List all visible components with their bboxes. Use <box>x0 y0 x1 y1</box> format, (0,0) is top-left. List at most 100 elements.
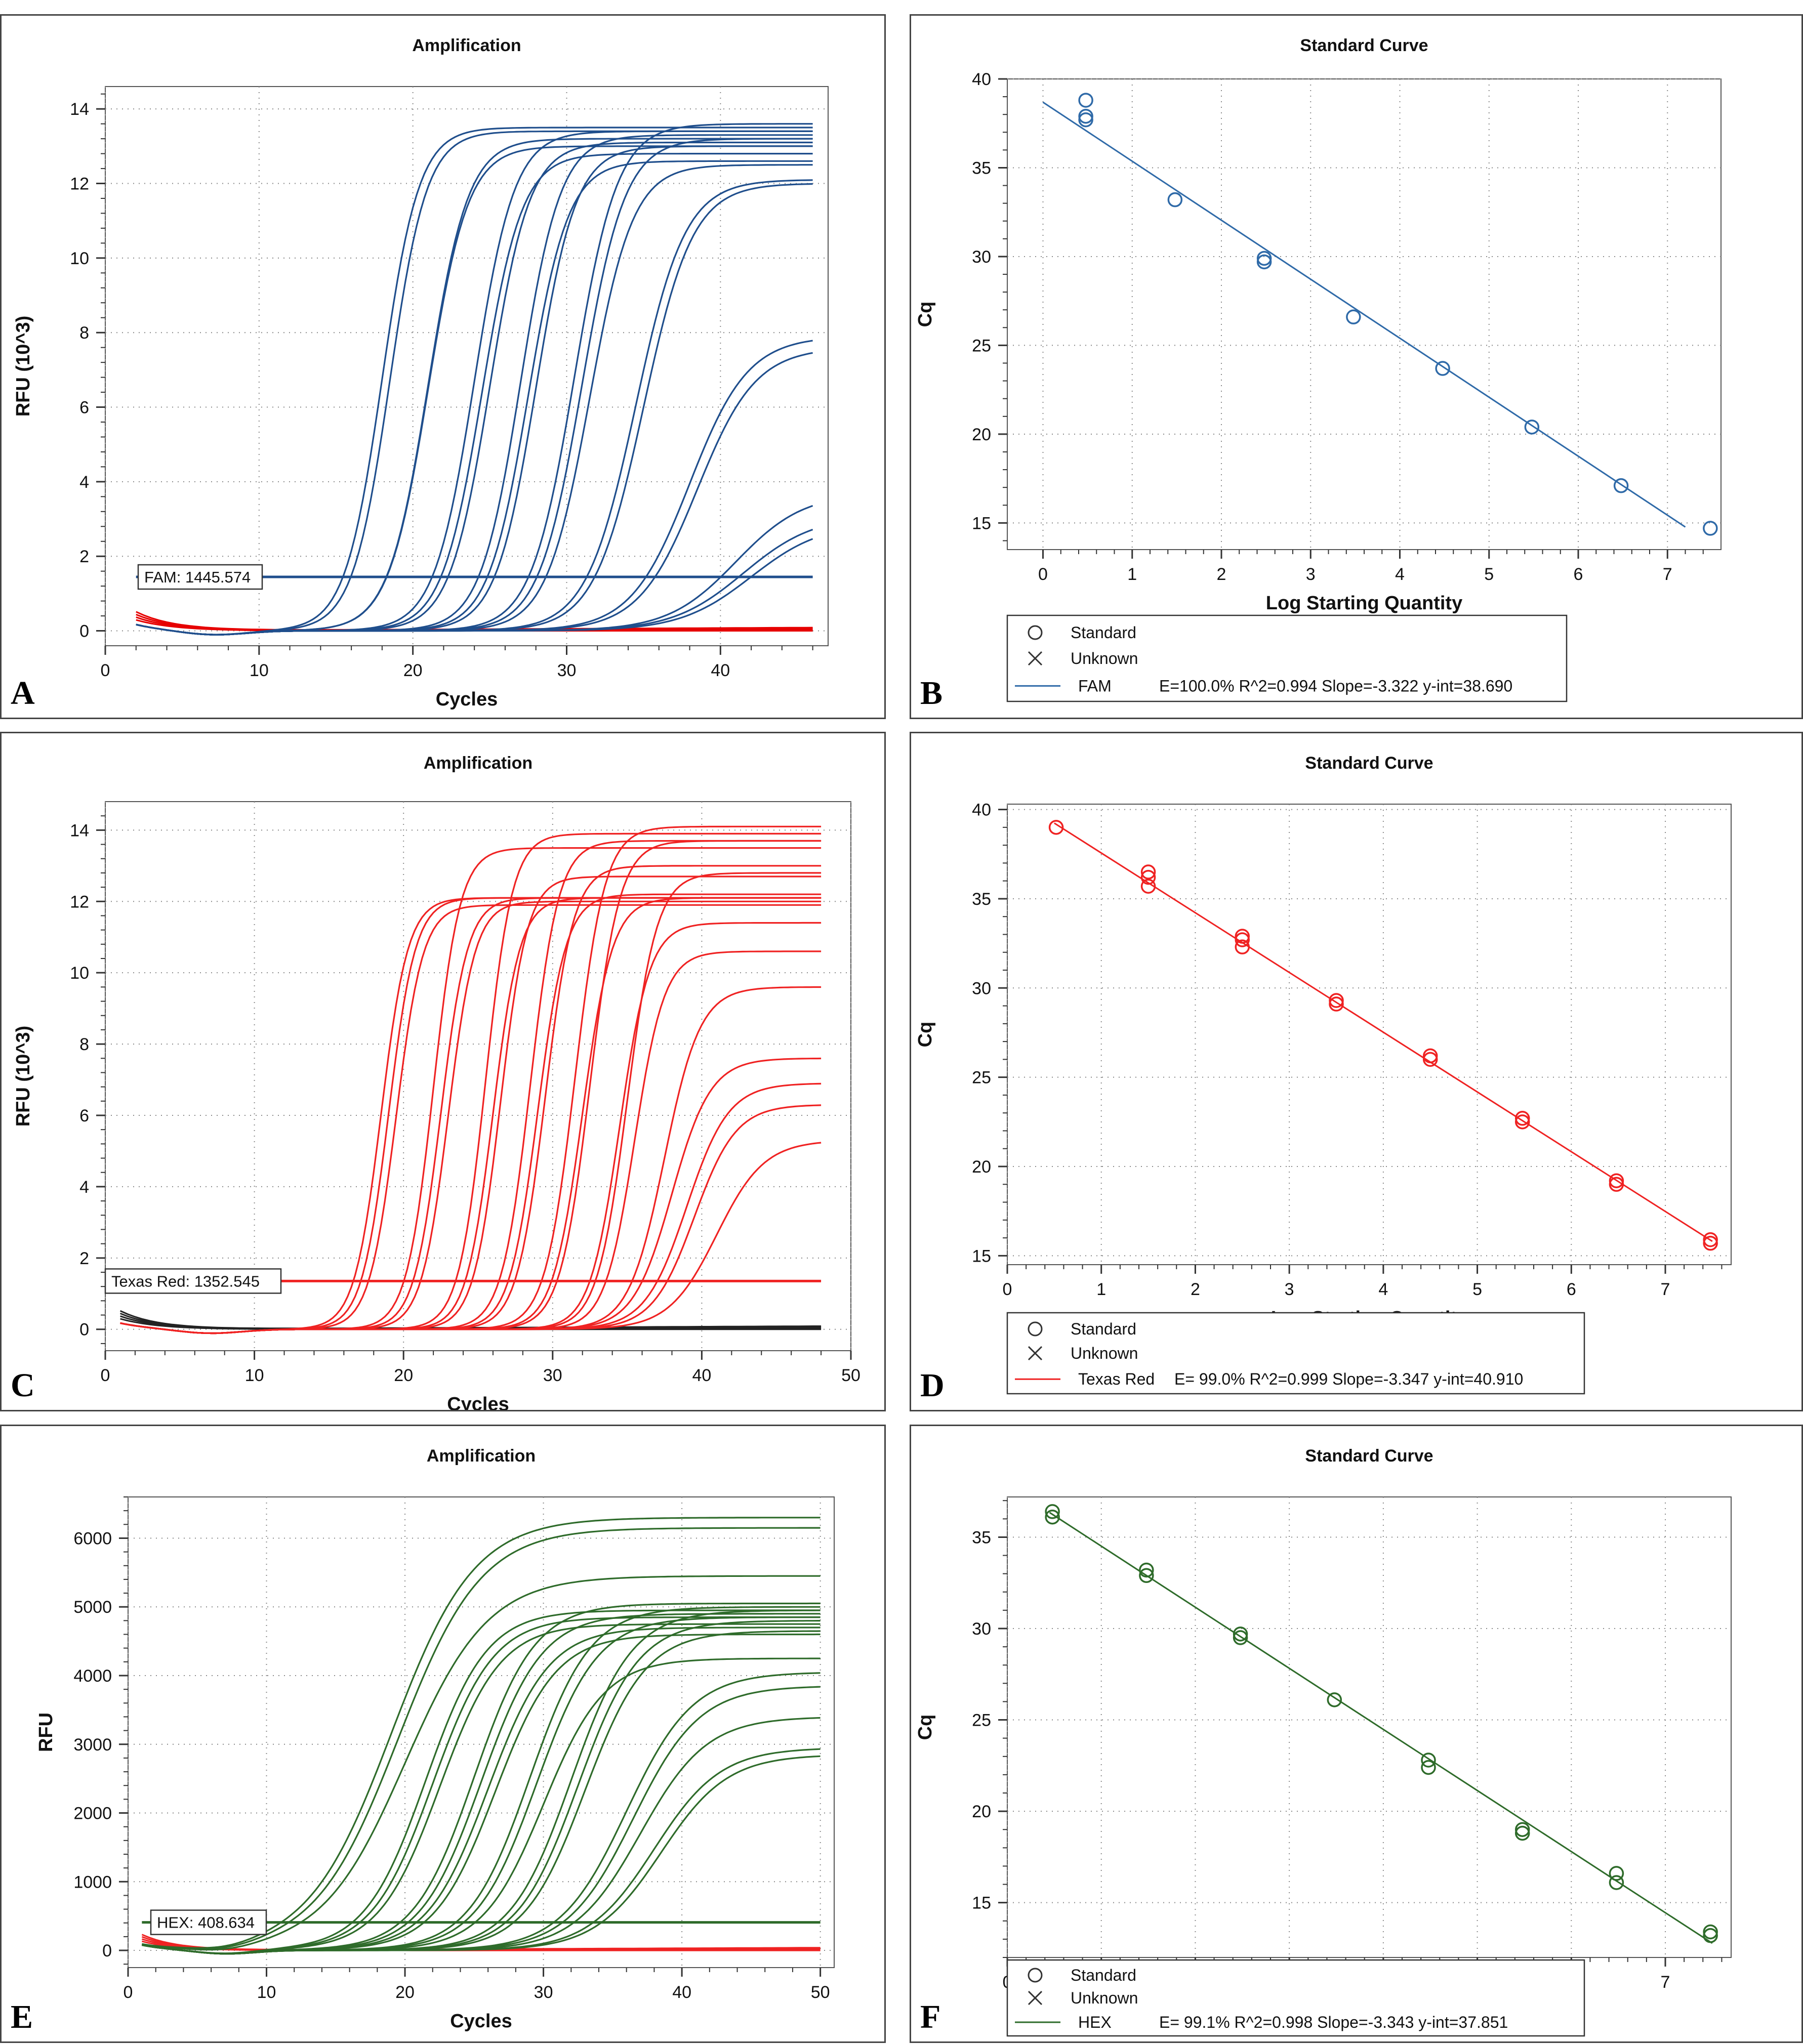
chart-b-grid <box>1007 78 1721 550</box>
chart-e-title: Amplification <box>427 1446 536 1466</box>
legend-standard-marker <box>1028 625 1043 640</box>
standard-point <box>1078 108 1093 124</box>
panel-f: Standard Curve012345671520253035Log Star… <box>910 1425 1803 2043</box>
x-tick-label: 30 <box>557 661 577 680</box>
legend-unknown-label: Unknown <box>1071 1344 1138 1362</box>
x-tick-label: 7 <box>1661 1973 1670 1992</box>
amplification-curve <box>142 1517 821 1949</box>
legend-standard-label: Standard <box>1071 1966 1136 1984</box>
standard-point <box>1421 1760 1436 1775</box>
y-tick-label: 25 <box>972 1068 991 1088</box>
chart-f-ylabel: Cq <box>915 1715 936 1740</box>
y-tick-label: 8 <box>79 1035 89 1054</box>
y-tick-label: 2 <box>79 547 89 566</box>
panel-c: Amplification 0 10 20 30 40 50 0 2 4 6 8 10 12 14 Cycle… <box>0 732 886 1415</box>
x-tick-label: 4 <box>1378 1280 1388 1299</box>
legend-unknown-label: Unknown <box>1071 649 1138 668</box>
panel-e: Amplification 0 10 20 30 40 50 0 1000 2000 3000 400… <box>0 1425 886 2043</box>
x-tick-label: 40 <box>672 1983 691 2002</box>
y-tick-label: 35 <box>972 1528 991 1547</box>
threshold-label: HEX: 408.634 <box>157 1914 255 1932</box>
y-tick-label: 6000 <box>73 1529 112 1548</box>
chart-b-xlabel: Log Starting Quantity <box>1266 593 1462 614</box>
standard-point <box>1235 929 1250 944</box>
x-tick-label: 20 <box>403 661 423 680</box>
chart-a-ylabel: RFU (10^3) <box>13 316 34 417</box>
standard-point <box>1078 112 1093 128</box>
y-tick-label: 10 <box>70 964 89 983</box>
standard-point <box>1235 932 1250 947</box>
x-tick-label: 6 <box>1567 1280 1576 1299</box>
x-tick-label: 3 <box>1306 565 1316 584</box>
x-tick-label: 30 <box>543 1366 562 1385</box>
standard-point <box>1609 1177 1624 1192</box>
chart-f-svg: Standard Curve012345671520253035Log Star… <box>915 1446 1732 2037</box>
y-tick-label: 3000 <box>73 1735 112 1755</box>
standard-point <box>1329 996 1344 1012</box>
y-tick-label: 25 <box>972 1711 991 1730</box>
threshold-label-box <box>150 1909 267 1935</box>
standard-point <box>1256 251 1272 266</box>
y-tick-label: 20 <box>972 425 991 444</box>
standard-point <box>1435 361 1450 376</box>
threshold-label-box <box>104 1268 282 1294</box>
chart-a-xlabel: Cycles <box>436 689 498 710</box>
threshold-label: FAM: 1445.574 <box>144 568 251 586</box>
chart-f-plot-area <box>1007 1496 1732 1958</box>
standard-point <box>1422 1052 1438 1067</box>
panel-a: Amplification 0 10 20 30 40 0 2 4 6 8 10 12 14 Cycles R… <box>0 14 886 719</box>
x-tick-label: 0 <box>101 661 110 680</box>
chart-a-plot-area <box>105 86 829 646</box>
standard-point <box>1078 93 1093 108</box>
standard-point <box>1167 192 1183 207</box>
x-tick-label: 7 <box>1661 1280 1670 1299</box>
y-tick-label: 1000 <box>73 1872 112 1892</box>
panel-letter-b: B <box>920 675 943 712</box>
x-tick-label: 3 <box>1285 1280 1294 1299</box>
chart-d-marks <box>1048 820 1718 1251</box>
amplification-curve <box>142 1755 821 1955</box>
x-tick-label: 40 <box>711 661 730 680</box>
y-tick-label: 4000 <box>73 1666 112 1686</box>
standard-point <box>1140 864 1156 880</box>
x-tick-label: 2 <box>1191 1280 1200 1299</box>
chart-d-plot-area <box>1007 804 1732 1265</box>
regression-line <box>1042 101 1686 528</box>
x-tick-label: 10 <box>250 661 269 680</box>
legend-box <box>1006 614 1568 702</box>
chart-f-legend: Standard Unknown HEX E= 99.1% R^2=0.998 Slo… <box>1006 1959 1585 2037</box>
x-tick-label: 1 <box>1127 565 1137 584</box>
legend-series-name: HEX <box>1078 2013 1112 2031</box>
chart-c-svg: Amplification 0 10 20 30 40 50 0 2 4 6 8 10 12 14 Cycle… <box>13 754 860 1415</box>
y-tick-label: 15 <box>972 1246 991 1266</box>
legend-series-name: Texas Red <box>1078 1370 1155 1388</box>
standard-point <box>1703 521 1718 536</box>
chart-e-xlabel: Cycles <box>450 2011 512 2032</box>
y-tick-label: 35 <box>972 158 991 178</box>
legend-standard-label: Standard <box>1071 623 1136 642</box>
standard-point <box>1524 420 1540 435</box>
y-tick-label: 2 <box>79 1249 89 1268</box>
chart-c-title: Amplification <box>424 754 532 773</box>
chart-c-ylabel: RFU (10^3) <box>13 1026 34 1127</box>
standard-point <box>1045 1509 1060 1525</box>
y-tick-label: 12 <box>70 892 89 911</box>
chart-e-ylabel: RFU <box>35 1713 57 1752</box>
y-tick-label: 4 <box>79 1178 89 1197</box>
standard-point <box>1139 1562 1154 1578</box>
chart-e-marks <box>141 1517 821 1955</box>
y-tick-label: 15 <box>972 514 991 533</box>
regression-line <box>1049 1512 1713 1944</box>
x-tick-label: 0 <box>124 1983 133 2002</box>
x-tick-label: 30 <box>534 1983 553 2002</box>
legend-standard-marker <box>1028 1321 1043 1337</box>
amplification-curve <box>142 1575 821 1951</box>
y-tick-label: 5000 <box>73 1598 112 1617</box>
legend-series-stats: E= 99.1% R^2=0.998 Slope=-3.343 y-int=37… <box>1159 2013 1508 2031</box>
x-tick-label: 20 <box>394 1366 413 1385</box>
standard-point <box>1139 1568 1154 1583</box>
y-tick-label: 0 <box>79 1320 89 1340</box>
amplification-curve <box>136 538 813 636</box>
chart-a-marks <box>136 123 813 636</box>
standard-point <box>1329 993 1344 1008</box>
